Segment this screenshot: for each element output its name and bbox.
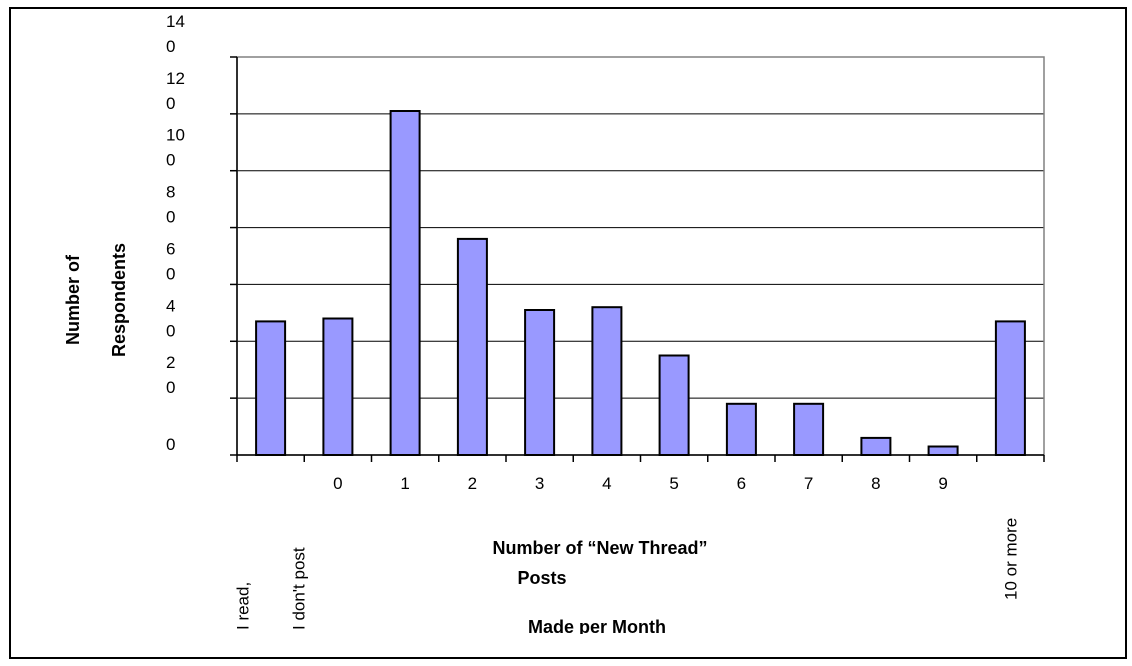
x-tick-label: 2 [468,474,477,493]
bar [793,402,825,456]
x-axis-title: Number of “New Thread” Posts Made per Mont… [492,538,707,637]
y-tick-label: 2 [166,353,175,372]
y-tick-label: 14 [166,12,185,31]
y-tick-label: 0 [166,264,175,283]
y-tick-label: 0 [166,435,175,454]
y-axis-title: Number of Respondents [63,243,129,357]
bar [927,445,959,456]
y-tick-label: 6 [166,239,175,258]
bar [255,320,287,456]
x-tick-label: 3 [535,474,544,493]
x-tick-label: 9 [938,474,947,493]
x-axis-title-line: Made per Month [528,617,666,637]
x-axis-title-line: Number of “New Thread” [492,538,707,558]
x-tick-label: 4 [602,474,611,493]
bar [725,402,757,456]
gridlines [237,56,1044,399]
y-tick-label: 0 [166,94,175,113]
y-tick-labels: 0 2 0 4 0 6 0 8 0 10 0 12 0 14 0 [166,12,185,454]
x-tick-label: 5 [669,474,678,493]
bar [994,320,1026,456]
chart-frame [9,7,1127,659]
bar [591,306,623,457]
bars [255,110,1026,457]
bar [322,317,354,456]
x-tick-label: 1 [400,474,409,493]
y-tick-label: 10 [166,126,185,145]
x-tick-label: 10 or more [1001,518,1020,600]
x-tick-label: 7 [804,474,813,493]
y-tick-label: 0 [166,151,175,170]
x-tick-label: I don't post [290,547,309,630]
y-axis-title-line: Respondents [109,243,129,357]
bar [389,110,421,456]
y-tick-label: 0 [166,378,175,397]
bar [658,354,690,456]
plot-area [236,56,1045,456]
y-tick-label: 8 [166,183,175,202]
x-tick-label: 6 [737,474,746,493]
y-tick-label: 4 [166,296,175,315]
x-tick-label: I read, [234,582,253,630]
y-tick-label: 12 [166,69,185,88]
axes [230,56,1045,462]
x-tick-label: 0 [333,474,342,493]
x-tick-labels: I read, I don't post 0 1 2 3 4 5 6 7 8 9 10 or more [234,474,1021,630]
bar [524,309,556,456]
y-tick-label: 0 [166,208,175,227]
bar [456,237,488,456]
y-tick-label: 0 [166,37,175,56]
y-axis-title-line: Number of [63,254,83,345]
x-axis-title-line: Posts [517,568,566,588]
bar [860,436,892,456]
y-tick-label: 0 [166,321,175,340]
x-tick-label: 8 [871,474,880,493]
